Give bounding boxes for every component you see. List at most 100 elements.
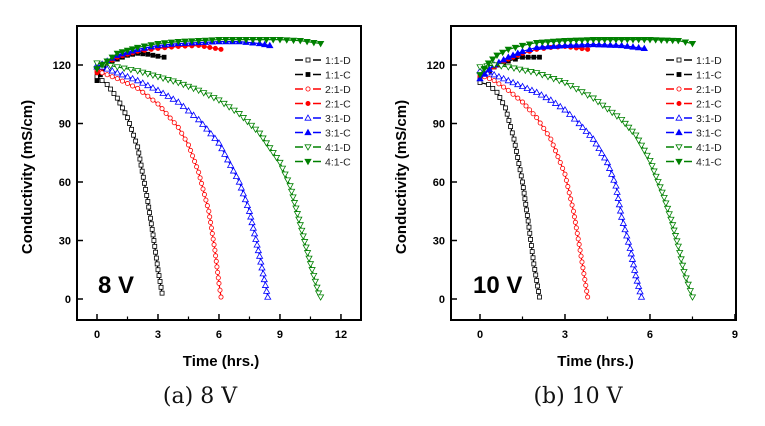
data-point [192,158,198,164]
data-point [541,125,547,131]
data-point [532,267,538,272]
series-4-1-c [476,37,697,79]
data-point [625,124,633,132]
data-point [576,241,582,247]
data-point [269,150,277,157]
data-point [181,38,189,46]
data-point [113,64,122,71]
data-point [505,87,511,93]
data-point [504,76,513,84]
data-point [111,91,117,96]
data-point [311,278,320,286]
data-point [262,287,271,294]
data-point [123,47,132,55]
data-point [598,149,606,156]
data-point [497,63,505,70]
data-point [514,80,522,88]
data-point [222,37,230,44]
data-point [640,44,649,52]
data-point [149,226,155,232]
data-point [511,136,517,142]
data-point [525,218,531,224]
data-point [578,37,586,44]
legend-item: 4:1-D [666,142,722,154]
data-point [218,144,226,152]
data-point [614,194,622,201]
data-point [585,294,591,300]
data-point [281,171,289,179]
data-point [188,38,196,45]
data-point [612,41,620,48]
y-tick-label: 0 [439,294,445,306]
data-point [99,78,105,83]
data-point [678,262,687,270]
data-point [149,84,157,91]
data-point [656,184,664,191]
legend-item: 1:1-C [666,70,722,82]
data-point [150,97,156,103]
data-point [128,74,137,82]
data-point [553,148,559,154]
data-point [194,115,203,123]
data-point [260,275,268,283]
data-point [206,208,212,214]
legend-marker [304,128,312,136]
data-point [221,150,229,157]
data-point [226,161,235,168]
legend-label: 4:1-C [696,157,722,169]
legend-marker [676,101,682,107]
data-point [142,180,147,186]
data-point [518,42,527,50]
data-point [560,165,566,171]
data-point [681,39,690,46]
data-point [211,242,217,248]
data-point [135,144,141,150]
data-point [621,225,629,233]
data-point [129,126,134,132]
data-point [201,192,207,198]
data-point [532,70,541,77]
data-point [208,225,214,231]
data-point [117,100,123,106]
data-point [555,78,564,85]
data-point [606,41,615,48]
data-point [190,153,196,159]
data-point [538,72,547,79]
series-2-1-d [94,68,224,300]
data-point [519,99,525,105]
data-point [225,104,233,111]
data-point [156,273,162,279]
data-point [167,115,173,121]
data-point [119,78,125,84]
legend-marker [304,114,312,121]
legend-marker [676,86,682,92]
data-point [247,122,256,130]
data-point [646,37,654,44]
data-point [159,89,167,96]
data-point [486,82,491,87]
x-axis-title: Time (hrs.) [557,353,633,370]
data-point [670,227,678,235]
series-4-1-c [93,37,325,73]
data-point [189,85,198,93]
data-point [503,105,508,111]
data-point [269,37,277,44]
data-point [634,137,643,145]
data-point [148,221,154,227]
data-point [255,37,264,44]
data-point [293,211,302,218]
series-3-1-d [93,61,272,300]
data-point [529,249,535,255]
data-point [179,81,188,89]
legend-marker [676,57,682,63]
data-point [536,289,541,294]
data-point [637,142,646,150]
data-point [523,103,529,109]
data-point [245,207,254,214]
data-point [286,183,294,190]
y-tick-label: 90 [433,119,445,131]
data-point [572,41,581,48]
series-4-1-d [476,62,697,301]
data-point [125,115,130,121]
data-point [575,119,583,127]
